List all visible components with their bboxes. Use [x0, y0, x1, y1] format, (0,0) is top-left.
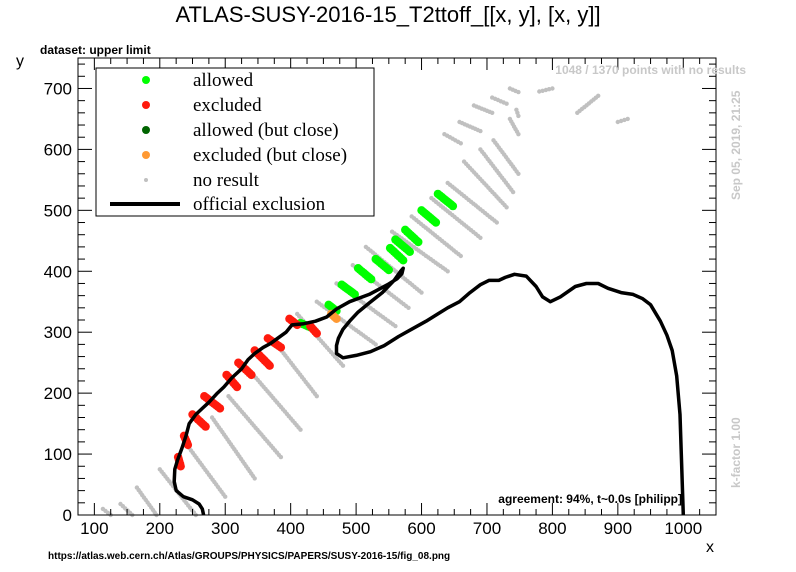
point-no-result [298, 427, 303, 432]
axis-ticks-layer: 100 200 300 400 500 600 700 800 900 1000 0 100 200 30… [44, 58, 717, 538]
point-allowed [405, 247, 414, 256]
y-tick-label: 0 [63, 506, 72, 525]
legend-label-excluded: excluded [193, 95, 262, 116]
y-tick-label: 600 [44, 140, 72, 159]
y-tick-label: 400 [44, 262, 72, 281]
x-tick-label: 900 [604, 519, 632, 538]
point-excluded [232, 382, 242, 392]
x-tick-label: 800 [538, 519, 566, 538]
point-no-result [516, 171, 521, 176]
dataset-label: dataset: upper limit [40, 43, 151, 57]
point-excluded [276, 343, 286, 352]
y-tick-label: 200 [44, 384, 72, 403]
legend-box: allowed excluded allowed (but close) exc… [95, 67, 375, 217]
point-excluded [312, 329, 321, 338]
x-tick-label: 600 [407, 519, 435, 538]
point-no-result [373, 342, 378, 347]
point-no-result [540, 88, 545, 94]
point-no-result [622, 117, 627, 123]
legend-frame [95, 67, 375, 217]
point-allowed [399, 256, 408, 265]
legend-marker-allowed [142, 76, 150, 84]
point-no-result [445, 269, 450, 274]
point-excluded-but-close [332, 314, 341, 323]
point-no-result [478, 128, 483, 134]
legend-label-allowed-close: allowed (but close) [193, 120, 339, 141]
k-factor-annotation: k-factor 1.00 [729, 417, 743, 488]
data-points-layer [100, 86, 630, 518]
y-tick-label: 100 [44, 445, 72, 464]
official-exclusion-layer [172, 266, 686, 516]
point-no-result [504, 101, 509, 106]
x-tick-label: 400 [276, 519, 304, 538]
point-no-result [618, 118, 624, 124]
point-no-result [596, 93, 601, 99]
x-axis-label: x [706, 539, 714, 556]
point-no-result [458, 141, 463, 146]
legend-marker-no-result [144, 178, 148, 182]
no-results-annotation: 1048 / 1370 points with no results [555, 63, 746, 77]
y-tick-label: 700 [44, 79, 72, 98]
point-no-result [458, 253, 463, 259]
point-no-result [494, 220, 499, 225]
point-excluded [176, 462, 185, 471]
point-excluded [183, 440, 193, 450]
plot-frame [77, 57, 717, 516]
y-tick-label: 500 [44, 201, 72, 220]
legend-label-no-result: no result [193, 170, 260, 191]
point-no-result [546, 87, 552, 92]
point-no-result [625, 116, 630, 122]
point-no-result [516, 89, 521, 95]
official-exclusion-line [172, 266, 686, 516]
legend-label-allowed: allowed [193, 70, 254, 91]
y-tick-label: 300 [44, 323, 72, 342]
point-excluded [201, 422, 210, 431]
point-allowed [431, 218, 441, 227]
point-no-result [393, 323, 398, 329]
point-no-result [550, 86, 555, 91]
point-no-result [478, 235, 483, 240]
point-allowed [448, 201, 458, 211]
point-no-result [223, 494, 228, 499]
source-url: https://atlas.web.cern.ch/Atlas/GROUPS/P… [48, 551, 450, 562]
point-no-result [510, 189, 516, 195]
legend-marker-excluded [142, 101, 150, 109]
point-no-result [516, 132, 521, 137]
chart-title: ATLAS-SUSY-2016-15_T2ttoff_[[x, y], [x, … [175, 2, 600, 27]
y-axis-label: y [16, 53, 24, 70]
point-excluded [247, 370, 256, 380]
legend-label-excluded-close: excluded (but close) [193, 145, 347, 166]
x-tick-label: 300 [211, 519, 239, 538]
point-allowed [367, 275, 376, 284]
point-no-result [490, 110, 495, 116]
point-allowed [350, 290, 359, 299]
point-no-result [406, 305, 411, 310]
x-tick-label: 200 [146, 519, 174, 538]
agreement-annotation: agreement: 94%, t~0.0s [philipp] [498, 492, 682, 506]
point-no-result [537, 89, 542, 94]
point-no-result [340, 363, 346, 368]
point-excluded [265, 361, 274, 370]
legend-marker-allowed-close [142, 126, 150, 134]
point-excluded [215, 404, 225, 413]
x-tick-label: 500 [342, 519, 370, 538]
point-allowed [384, 265, 393, 275]
point-no-result [516, 113, 521, 119]
point-allowed [414, 237, 423, 247]
date-annotation: Sep 05, 2019, 21:25 [729, 90, 743, 200]
x-tick-label: 700 [473, 519, 501, 538]
point-no-result [504, 205, 509, 210]
x-tick-label: 100 [80, 519, 108, 538]
x-tick-label: 1000 [664, 519, 702, 538]
point-no-result [615, 119, 620, 125]
point-no-result [252, 476, 257, 481]
point-no-result [314, 394, 319, 399]
point-no-result [278, 454, 284, 460]
point-no-result [419, 290, 424, 295]
legend-label-official-exclusion: official exclusion [193, 194, 326, 215]
legend-marker-excluded-close [142, 151, 150, 159]
